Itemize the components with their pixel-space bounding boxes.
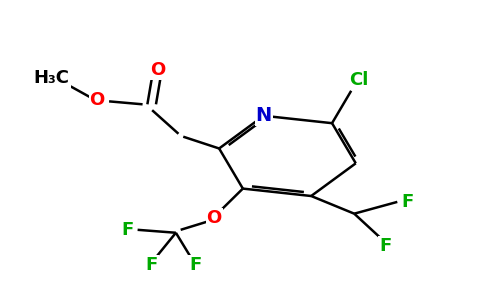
Text: O: O [150, 61, 166, 80]
Text: F: F [379, 237, 392, 255]
Text: F: F [121, 221, 133, 239]
Text: F: F [402, 193, 414, 211]
Text: F: F [146, 256, 158, 274]
Text: F: F [189, 256, 201, 274]
Text: H₃C: H₃C [34, 69, 70, 87]
Text: O: O [90, 92, 105, 110]
Text: Cl: Cl [348, 71, 368, 89]
Text: N: N [256, 106, 272, 125]
Text: O: O [207, 209, 222, 227]
